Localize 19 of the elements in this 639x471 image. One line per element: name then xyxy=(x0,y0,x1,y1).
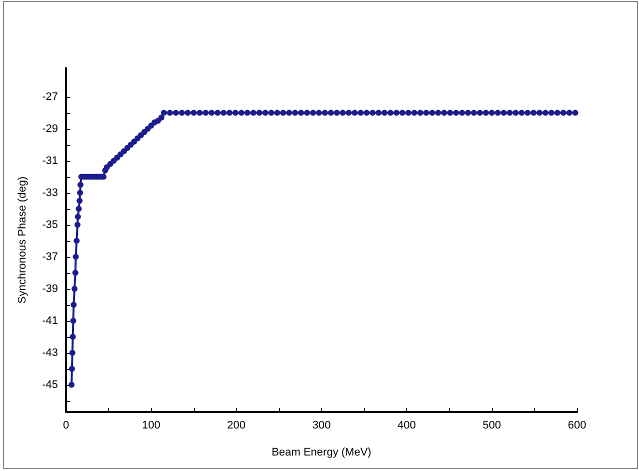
x-tick-label: 400 xyxy=(397,420,416,432)
y-tick-label: -37 xyxy=(42,250,58,263)
y-tick-label: -31 xyxy=(42,154,58,167)
x-axis-title: Beam Energy (MeV) xyxy=(272,446,372,458)
y-tick-label: -27 xyxy=(42,90,58,103)
y-tick-label: -41 xyxy=(42,314,58,327)
y-tick-label: -29 xyxy=(42,122,58,135)
y-tick-label: -33 xyxy=(42,186,58,199)
x-tick-label: 600 xyxy=(568,420,586,432)
x-tick-label: 200 xyxy=(227,420,246,432)
x-tick-label: 500 xyxy=(482,420,502,432)
y-axis-title: Synchronous Phase (deg) xyxy=(16,176,28,304)
x-tick-label: 300 xyxy=(312,420,331,432)
y-tick-label: -45 xyxy=(42,378,58,391)
x-tick-label: 0 xyxy=(62,420,70,432)
y-tick-label: -35 xyxy=(42,218,58,231)
y-tick-label: -39 xyxy=(42,282,58,295)
y-tick-label: -43 xyxy=(42,346,58,359)
x-tick-label: 100 xyxy=(142,420,160,432)
